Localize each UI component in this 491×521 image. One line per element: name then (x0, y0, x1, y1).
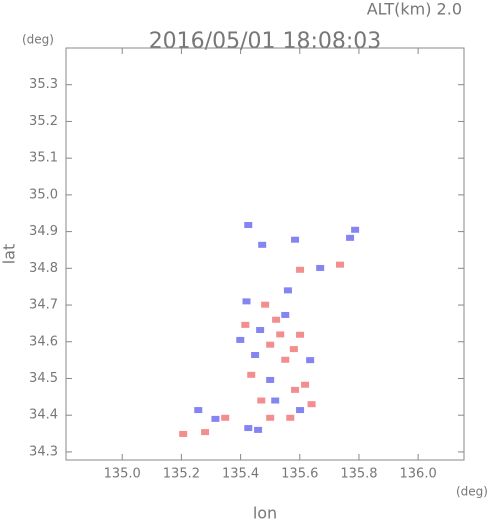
y-tick-label: 34.9 (29, 224, 58, 239)
radar-echo (247, 371, 256, 378)
x-unit: (deg) (456, 485, 488, 499)
x-tick-label: 135.6 (281, 467, 318, 482)
x-tick-label: 135.4 (222, 467, 259, 482)
radar-echo (257, 397, 266, 404)
y-tick-label: 35.0 (29, 187, 58, 202)
radar-echo (291, 386, 300, 393)
radar-echo (258, 241, 267, 248)
y-tick-label: 34.4 (29, 408, 58, 423)
radar-echo (296, 266, 305, 273)
radar-echo (271, 397, 280, 404)
x-tick-label: 135.0 (104, 467, 141, 482)
x-tick-label: 136.0 (400, 467, 437, 482)
radar-echo (291, 236, 300, 243)
plot-frame (65, 47, 465, 461)
y-tick-label: 34.3 (29, 444, 58, 459)
radar-echo (251, 351, 260, 358)
radar-echo (289, 346, 298, 353)
x-tick-label: 135.8 (340, 467, 377, 482)
radar-echo (266, 414, 275, 421)
radar-echo (281, 311, 290, 318)
radar-echo (244, 425, 253, 432)
radar-echo (236, 336, 245, 343)
y-axis-label: lat (0, 244, 19, 265)
radar-echo (266, 341, 275, 348)
radar-echo (286, 414, 295, 421)
radar-echo (254, 426, 263, 433)
radar-echo (307, 401, 316, 408)
radar-echo (179, 430, 188, 437)
y-tick-label: 34.6 (29, 334, 58, 349)
radar-echo (256, 327, 265, 334)
x-tick-label: 135.2 (163, 467, 200, 482)
radar-echo (306, 357, 315, 364)
radar-echo (261, 301, 270, 308)
y-tick-label: 34.5 (29, 371, 58, 386)
radar-echo (336, 261, 345, 268)
radar-echo (281, 356, 290, 363)
radar-echo (266, 376, 275, 383)
radar-echo (316, 264, 325, 271)
subtitle: ALT(km) 2.0 (367, 0, 462, 19)
x-axis-label: lon (253, 504, 277, 521)
chart-title: 2016/05/01 18:08:03 (149, 29, 382, 54)
y-tick-label: 35.1 (29, 151, 58, 166)
radar-echo (211, 415, 220, 422)
radar-echo (221, 414, 230, 421)
y-tick-label: 35.3 (29, 77, 58, 92)
radar-echo (194, 407, 203, 414)
radar-echo (201, 429, 210, 436)
y-tick-label: 34.7 (29, 298, 58, 313)
radar-echo (244, 221, 253, 228)
y-unit: (deg) (22, 33, 54, 47)
radar-echo (283, 287, 292, 294)
radar-echo (241, 321, 250, 328)
radar-echo (301, 381, 310, 388)
radar-echo (351, 226, 360, 233)
radar-echo (242, 298, 251, 305)
radar-echo (296, 407, 305, 414)
radar-echo (346, 234, 355, 241)
radar-echo (296, 331, 305, 338)
y-tick-label: 35.2 (29, 114, 58, 129)
radar-echo (272, 316, 281, 323)
radar-echo (276, 331, 285, 338)
y-tick-label: 34.8 (29, 261, 58, 276)
